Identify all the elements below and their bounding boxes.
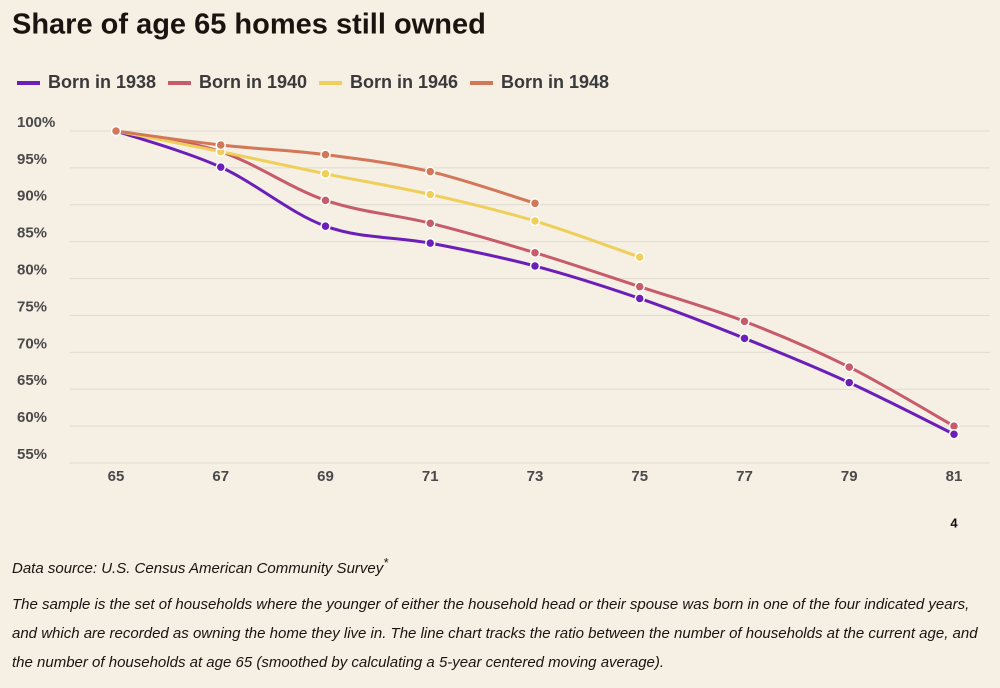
data-point: [425, 166, 436, 177]
chart: Share of age 65 homes still owned 4 100%…: [12, 9, 990, 530]
data-point: [529, 260, 541, 272]
y-tick-label: 70%: [17, 335, 47, 352]
data-point: [529, 198, 541, 209]
data-point: [425, 217, 436, 229]
data-point: [320, 149, 331, 160]
y-tick-label: 90%: [17, 188, 47, 205]
legend-label: Born in 1938: [48, 72, 156, 92]
data-point: [215, 139, 226, 151]
source: Data source: U.S. Census American Commun…: [12, 556, 388, 577]
data-point: [844, 361, 855, 373]
y-tick-label: 65%: [17, 372, 47, 389]
x-tick-label: 79: [841, 468, 858, 485]
data-point: [948, 428, 960, 440]
data-point: [425, 189, 436, 200]
chart-title: Share of age 65 homes still owned: [12, 9, 486, 41]
data-point: [425, 237, 436, 249]
x-tick-label: 69: [317, 468, 334, 485]
data-point: [634, 293, 645, 304]
series-line: [115, 129, 641, 259]
x-tick-label: 67: [212, 468, 229, 485]
data-point: [110, 125, 122, 137]
x-tick-label: 65: [108, 468, 125, 485]
x-tick-label: 77: [736, 468, 753, 485]
data-point: [739, 316, 750, 327]
annotation: 4: [950, 515, 958, 530]
legend-label: Born in 1948: [501, 72, 609, 92]
source-mark: *: [383, 556, 389, 570]
x-tick-label: 71: [422, 468, 439, 485]
y-tick-label: 55%: [17, 446, 47, 463]
data-point: [320, 195, 331, 206]
x-tick-label: 75: [631, 468, 648, 485]
y-tick-label: 80%: [17, 262, 47, 279]
source-text: Data source: U.S. Census American Commun…: [12, 560, 384, 577]
legend-label: Born in 1946: [350, 72, 458, 92]
data-point: [844, 377, 855, 388]
x-tick-label: 81: [946, 468, 963, 485]
data-point: [215, 161, 226, 173]
y-tick-label: 95%: [17, 151, 47, 168]
data-point: [634, 281, 645, 292]
data-point: [529, 215, 541, 227]
data-point: [320, 220, 331, 232]
data-point: [739, 333, 750, 344]
x-tick-label: 73: [527, 468, 544, 485]
y-tick-label: 100%: [17, 114, 55, 131]
data-point: [634, 251, 645, 263]
note: The sample is the set of households wher…: [12, 596, 978, 671]
legend-label: Born in 1940: [199, 72, 307, 92]
y-tick-label: 75%: [17, 298, 47, 315]
y-tick-label: 60%: [17, 409, 47, 426]
y-tick-label: 85%: [17, 225, 47, 242]
data-point: [529, 247, 541, 258]
data-point: [320, 168, 331, 180]
